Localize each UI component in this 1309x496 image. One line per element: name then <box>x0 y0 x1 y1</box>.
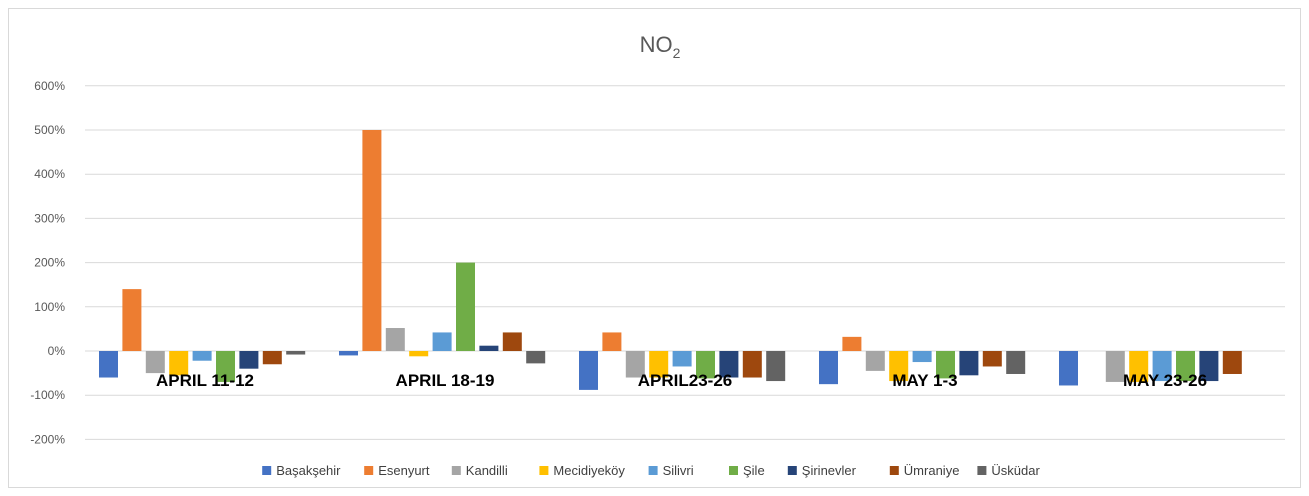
legend-swatch <box>977 466 987 475</box>
chart-area <box>8 8 1301 488</box>
category-label: APRIL 11-12 <box>156 371 254 390</box>
bar <box>122 289 142 351</box>
y-axis-tick-labels: 600% 500% 400% 300% 200% 100% 0% -100% -200% <box>30 79 65 447</box>
category-label: APRIL23-26 <box>638 371 732 390</box>
bar <box>982 351 1002 367</box>
legend-label: Ümraniye <box>904 463 960 478</box>
bar <box>362 130 382 351</box>
bar <box>889 351 909 382</box>
bar <box>169 351 189 376</box>
legend-label: Şirinevler <box>802 463 857 478</box>
bar <box>262 351 282 365</box>
legend-label: Başakşehir <box>276 463 341 478</box>
y-tick-label: 100% <box>34 300 65 314</box>
bar <box>1176 351 1195 382</box>
bar <box>912 351 932 363</box>
legend-swatch <box>648 466 658 475</box>
bar <box>696 351 715 379</box>
legend-label: Kandilli <box>466 463 508 478</box>
bar <box>1199 351 1219 382</box>
bar <box>819 351 838 385</box>
bar <box>959 351 979 376</box>
bar <box>192 351 212 361</box>
bar <box>526 351 546 364</box>
legend-label: Şile <box>743 463 765 478</box>
category-label: MAY 23-26 <box>1123 371 1207 390</box>
bar <box>766 351 786 382</box>
bar <box>456 262 475 351</box>
legend-swatch <box>889 466 899 475</box>
legend-label: Üsküdar <box>991 463 1040 478</box>
bar <box>719 351 739 378</box>
bar <box>99 351 118 378</box>
legend-swatch <box>451 466 461 475</box>
bar <box>625 351 645 378</box>
bar <box>936 351 955 379</box>
bar <box>339 351 358 356</box>
legend-swatch <box>539 466 549 475</box>
bar <box>385 328 405 351</box>
bar <box>432 332 452 351</box>
y-tick-label: 300% <box>34 211 65 225</box>
legend-swatch <box>364 466 374 475</box>
category-labels: APRIL 11-12 APRIL 18-19 APRIL23-26 MAY 1-3 M… <box>156 371 1207 390</box>
bar <box>502 332 522 351</box>
bar <box>479 345 499 351</box>
y-tick-label: 200% <box>34 256 65 270</box>
bar <box>1152 351 1172 382</box>
category-label: APRIL 18-19 <box>396 371 495 390</box>
y-tick-label: 500% <box>34 123 65 137</box>
legend-label: Mecidiyeköy <box>553 463 625 478</box>
bar <box>1006 351 1026 374</box>
bar <box>865 351 885 371</box>
bar <box>649 351 669 378</box>
legend: Başakşehir Esenyurt Kandilli Mecidiyeköy Sil… <box>262 463 1040 478</box>
bar <box>409 351 429 357</box>
legend-label: Silivri <box>663 463 694 478</box>
bar <box>239 351 259 369</box>
bar <box>672 351 692 367</box>
chart-title: NO2 <box>640 32 681 61</box>
bar <box>1059 351 1078 386</box>
legend-label: Esenyurt <box>378 463 430 478</box>
bar <box>1129 351 1149 382</box>
y-tick-label: 600% <box>34 79 65 93</box>
y-tick-label: 400% <box>34 167 65 181</box>
bar <box>842 336 862 351</box>
bars <box>99 130 1242 390</box>
legend-swatch <box>729 466 738 475</box>
bar <box>579 351 598 390</box>
category-label: MAY 1-3 <box>892 371 957 390</box>
y-tick-label: -200% <box>30 432 65 446</box>
y-tick-label: -100% <box>30 388 65 402</box>
legend-swatch <box>787 466 797 475</box>
bar <box>742 351 762 378</box>
bar <box>1222 351 1242 374</box>
gridlines <box>85 85 1285 440</box>
y-tick-label: 0% <box>48 344 66 358</box>
legend-swatch <box>262 466 272 475</box>
bar <box>286 351 306 355</box>
bar <box>216 351 235 382</box>
bar <box>145 351 165 374</box>
bar <box>602 332 622 351</box>
bar <box>1105 351 1125 382</box>
